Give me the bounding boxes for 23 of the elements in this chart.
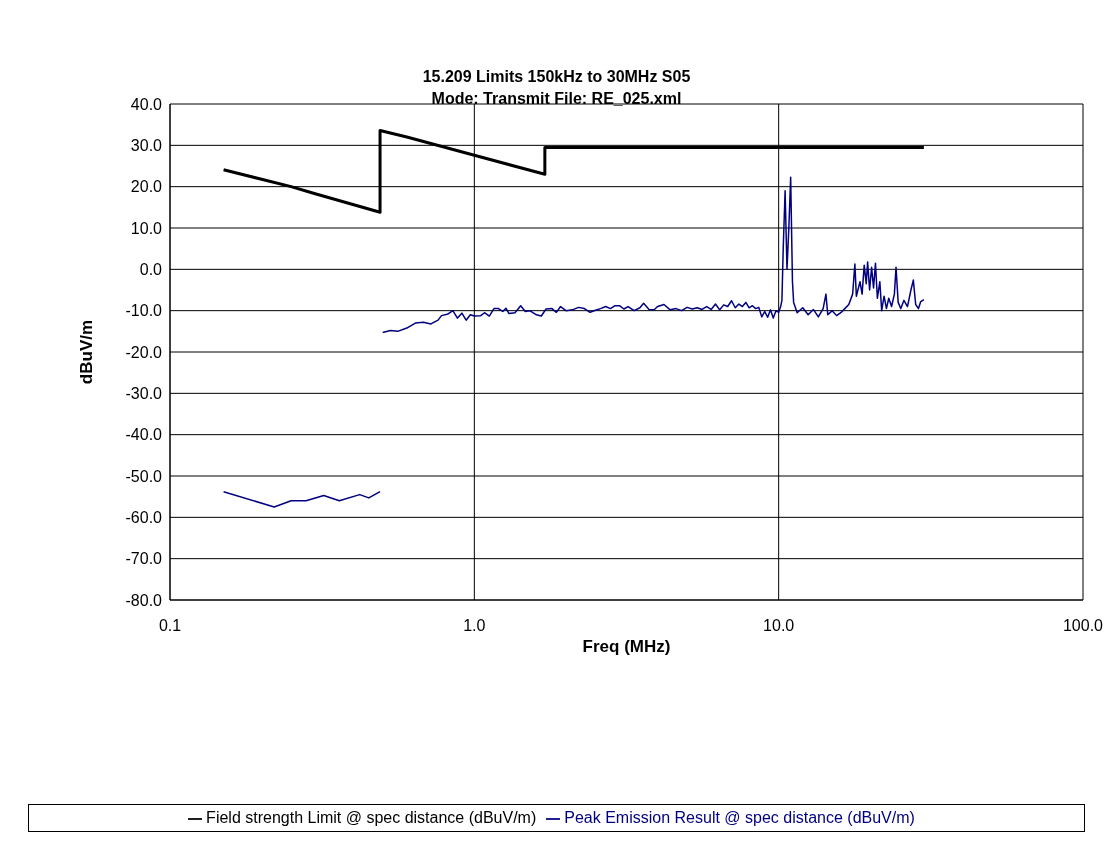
x-tick-label: 1.0: [463, 617, 486, 635]
y-tick-label: -60.0: [125, 509, 163, 527]
x-axis-title: Freq (MHz): [582, 637, 671, 657]
x-tick-label: 100.0: [1062, 617, 1104, 635]
y-tick-label: -30.0: [125, 385, 163, 403]
chart-title: 15.209 Limits 150kHz to 30MHz S05: [421, 67, 692, 87]
x-tick-label: 10.0: [763, 617, 795, 635]
y-tick-label: -70.0: [125, 550, 163, 568]
y-tick-label: -20.0: [125, 343, 163, 361]
y-tick-label: -40.0: [125, 426, 163, 444]
chart-subtitle: Mode: Transmit File: RE_025.xml: [431, 90, 682, 107]
legend-label: Field strength Limit @ spec distance (dBuV/m): [206, 809, 537, 826]
y-tick-label: 20.0: [130, 178, 163, 196]
x-tick-label: 0.1: [158, 617, 182, 635]
y-tick-label: 40.0: [130, 95, 163, 113]
y-axis-title: dBuV/m: [77, 319, 97, 385]
y-tick-label: 30.0: [130, 137, 163, 155]
legend-label: Peak Emission Result @ spec distance (dBuV/m): [564, 809, 915, 826]
y-tick-label: -80.0: [125, 591, 163, 609]
y-tick-label: -50.0: [125, 467, 163, 485]
y-tick-label: 0.0: [139, 261, 163, 279]
y-tick-label: -10.0: [125, 302, 163, 320]
y-tick-label: 10.0: [130, 219, 163, 237]
